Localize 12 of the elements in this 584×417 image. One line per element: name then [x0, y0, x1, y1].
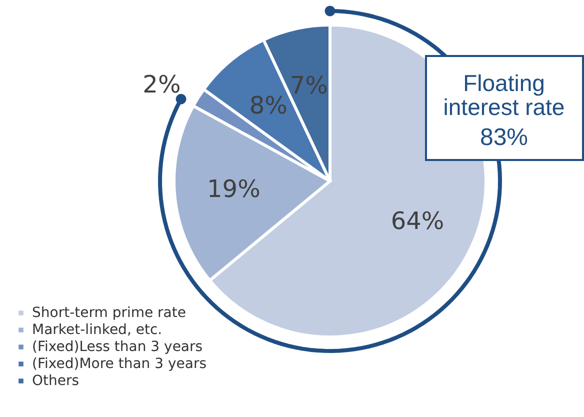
text: Floating interest rate — [443, 70, 565, 120]
legend-label: Market-linked, etc. — [32, 322, 162, 338]
data-label: 8% — [249, 91, 288, 120]
legend-label: Others — [32, 373, 80, 389]
data-label: 64% — [390, 207, 444, 236]
text: 83% — [480, 124, 528, 151]
data-label: 19% — [207, 175, 260, 204]
data-label: 7% — [290, 72, 328, 100]
legend-label: (Fixed)More than 3 years — [32, 356, 207, 372]
legend-label: (Fixed)Less than 3 years — [32, 339, 203, 355]
legend-label: Short-term prime rate — [32, 305, 186, 321]
data-label: 2% — [142, 70, 181, 99]
